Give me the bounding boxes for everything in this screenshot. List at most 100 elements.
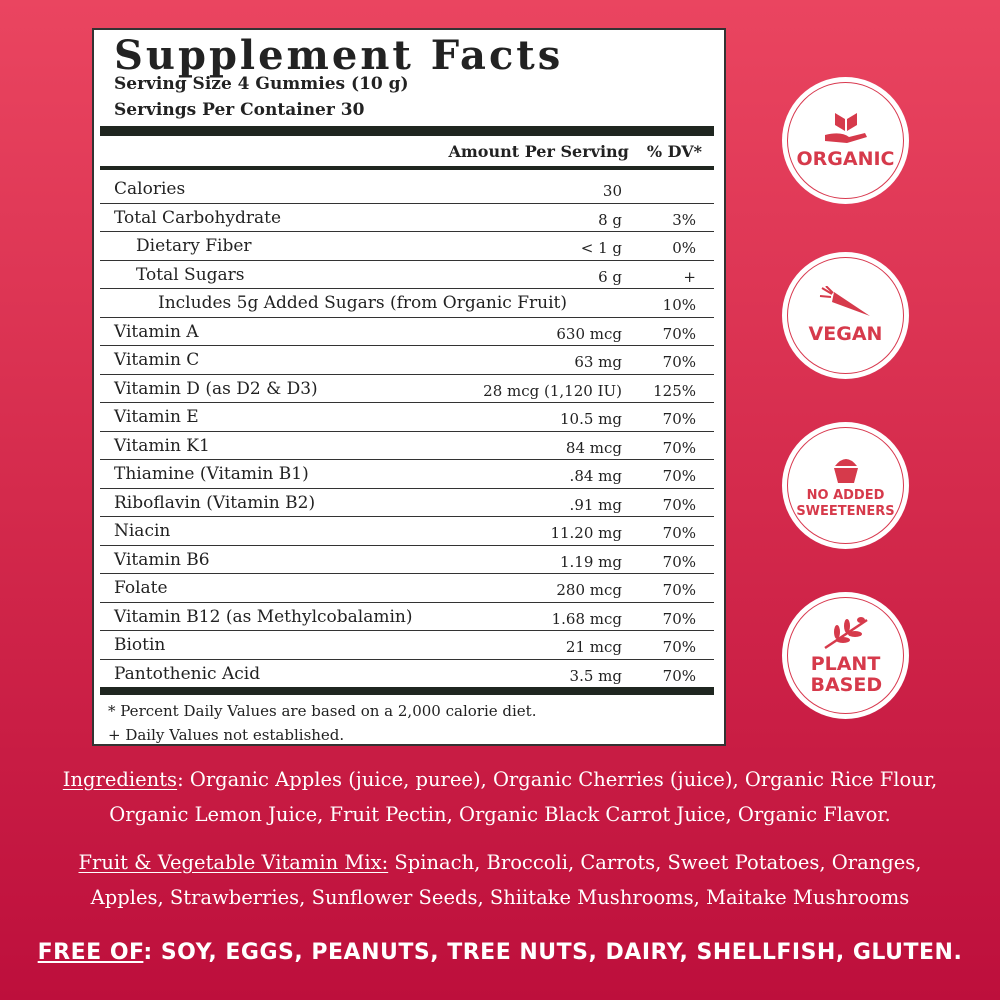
nutrient-row: Vitamin D (as D2 & D3) 28 mcg (1,120 IU) 1…: [100, 375, 714, 403]
nutrient-row: Vitamin E 10.5 mg 70%: [100, 403, 714, 432]
nutrient-row: Biotin 21 mcg 70%: [100, 631, 714, 660]
nutrient-amount: 10.5 mg: [560, 410, 622, 428]
nutrient-dv: 70%: [662, 410, 696, 428]
nutrient-name: Total Sugars: [136, 264, 245, 285]
nutrient-amount: 3.5 mg: [569, 666, 622, 685]
branch-icon: [823, 616, 868, 649]
nutrient-row: Folate 280 mcg 70%: [100, 574, 714, 603]
nutrient-dv: 70%: [662, 353, 696, 371]
nutrient-dv: 70%: [662, 438, 696, 457]
nutrient-row: Dietary Fiber < 1 g 0%: [100, 232, 714, 261]
nutrient-dv: 3%: [672, 210, 696, 229]
hand-leaf-icon: [824, 113, 867, 143]
nutrient-amount: 6 g: [598, 267, 622, 286]
nutrient-amount: 8 g: [598, 210, 622, 229]
nutrient-row: Thiamine (Vitamin B1) .84 mg 70%: [100, 460, 714, 489]
servings-per-container: Servings Per Container 30: [114, 100, 365, 120]
ingredients-line-2: Organic Lemon Juice, Fruit Pectin, Organ…: [109, 803, 891, 826]
nutrient-dv: 125%: [653, 381, 696, 400]
vitamin-mix-label: Fruit & Vegetable Vitamin Mix:: [78, 851, 389, 874]
nutrient-dv: 70%: [662, 495, 696, 514]
nutrient-dv: 70%: [662, 609, 696, 628]
nutrient-dv: 70%: [662, 666, 696, 685]
footnote-dv: * Percent Daily Values are based on a 2,…: [108, 702, 537, 720]
ingredients-line-1: Ingredients: Organic Apples (juice, pure…: [0, 762, 1000, 797]
cupcake-icon: [833, 458, 858, 483]
nutrient-row: Vitamin C 63 mg 70%: [100, 346, 714, 375]
vitamin-mix-text: Spinach, Broccoli, Carrots, Sweet Potato…: [388, 851, 922, 874]
nutrient-amount: 21 mcg: [565, 638, 622, 656]
badge-no-added-sweeteners: NO ADDED SWEETENERS: [782, 422, 909, 549]
nutrient-rows: Calories 30 Total Carbohydrate 8 g 3% Dietary…: [100, 175, 714, 688]
nutrient-amount: 630 mcg: [556, 324, 622, 343]
nutrient-dv: +: [683, 267, 696, 286]
nutrient-name: Vitamin K1: [114, 435, 210, 456]
divider-thick: [100, 687, 714, 695]
nutrient-row: Includes 5g Added Sugars (from Organic F…: [100, 289, 714, 318]
panel-title: Supplement Facts: [114, 32, 564, 79]
column-header: Amount Per Serving % DV*: [448, 142, 702, 161]
badge-vegan: VEGAN: [782, 252, 909, 379]
nutrient-name: Biotin: [114, 635, 166, 655]
nutrient-amount: 30: [602, 182, 622, 200]
nutrient-row: Total Sugars 6 g +: [100, 261, 714, 289]
nutrient-amount: 11.20 mg: [550, 524, 622, 542]
nutrient-name: Vitamin B6: [114, 549, 210, 570]
divider: [100, 166, 714, 170]
free-of-label: FREE OF: [37, 940, 144, 965]
free-of-line: FREE OF: SOY, EGGS, PEANUTS, TREE NUTS, …: [0, 940, 1000, 965]
nutrient-dv: 70%: [662, 581, 696, 599]
footnote-plus: + Daily Values not established.: [108, 726, 345, 744]
nutrient-dv: 70%: [662, 552, 696, 571]
nutrient-row: Vitamin B12 (as Methylcobalamin) 1.68 mcg…: [100, 603, 714, 631]
nutrient-row: Calories 30: [100, 175, 714, 204]
nutrient-row: Niacin 11.20 mg 70%: [100, 517, 714, 546]
badge-label: NO ADDED SWEETENERS: [796, 487, 895, 519]
supplement-facts-panel: Supplement Facts Serving Size 4 Gummies …: [92, 28, 726, 746]
nutrient-amount: 280 mcg: [556, 581, 622, 599]
nutrient-name: Thiamine (Vitamin B1): [114, 464, 309, 484]
ingredients-text: : Organic Apples (juice, puree), Organic…: [177, 768, 938, 791]
nutrient-name: Calories: [114, 179, 186, 199]
nutrient-amount: 63 mg: [574, 353, 622, 371]
badge-label: VEGAN: [808, 323, 883, 345]
nutrient-dv: 70%: [662, 467, 696, 485]
nutrient-row: Total Carbohydrate 8 g 3%: [100, 204, 714, 232]
nutrient-row: Vitamin A 630 mcg 70%: [100, 318, 714, 346]
nutrient-row: Vitamin K1 84 mcg 70%: [100, 432, 714, 460]
nutrient-name: Total Carbohydrate: [114, 207, 282, 228]
ingredients-label: Ingredients: [62, 768, 178, 791]
carrot-icon: [819, 286, 870, 316]
nutrient-name: Vitamin C: [114, 350, 200, 370]
nutrient-amount: < 1 g: [580, 239, 622, 257]
nutrient-name: Folate: [114, 578, 168, 598]
nutrient-row: Riboflavin (Vitamin B2) .91 mg 70%: [100, 489, 714, 517]
nutrient-amount: 1.19 mg: [560, 552, 622, 571]
nutrient-name: Vitamin B12 (as Methylcobalamin): [114, 606, 413, 627]
nutrient-dv: 0%: [672, 239, 696, 257]
badge-plant-based: PLANT BASED: [782, 592, 909, 719]
nutrient-name: Niacin: [114, 521, 171, 541]
nutrient-row: Pantothenic Acid 3.5 mg 70%: [100, 660, 714, 689]
nutrient-name: Vitamin A: [114, 321, 199, 342]
col-amount: Amount Per Serving: [448, 142, 629, 161]
vitamin-mix-line-1: Fruit & Vegetable Vitamin Mix: Spinach, …: [0, 845, 1000, 880]
free-of-text: : SOY, EGGS, PEANUTS, TREE NUTS, DAIRY, …: [143, 940, 963, 965]
nutrient-name: Vitamin D (as D2 & D3): [114, 378, 318, 399]
nutrient-amount: 1.68 mcg: [551, 609, 622, 628]
badge-label: PLANT BASED: [810, 652, 883, 696]
divider-thick: [100, 126, 714, 136]
nutrient-row: Vitamin B6 1.19 mg 70%: [100, 546, 714, 574]
nutrient-dv: 70%: [662, 638, 696, 656]
nutrient-dv: 10%: [662, 296, 696, 314]
nutrient-amount: 28 mcg (1,120 IU): [483, 381, 622, 400]
nutrient-amount: .91 mg: [569, 495, 622, 514]
nutrient-name: Includes 5g Added Sugars (from Organic F…: [158, 293, 567, 313]
vitamin-mix-line-2: Apples, Strawberries, Sunflower Seeds, S…: [90, 886, 910, 909]
nutrient-name: Dietary Fiber: [136, 236, 252, 256]
nutrient-name: Vitamin E: [114, 407, 199, 427]
nutrient-amount: .84 mg: [569, 467, 622, 485]
col-dv: % DV*: [646, 142, 702, 161]
serving-size: Serving Size 4 Gummies (10 g): [114, 74, 409, 94]
badge-organic: ORGANIC: [782, 77, 909, 204]
